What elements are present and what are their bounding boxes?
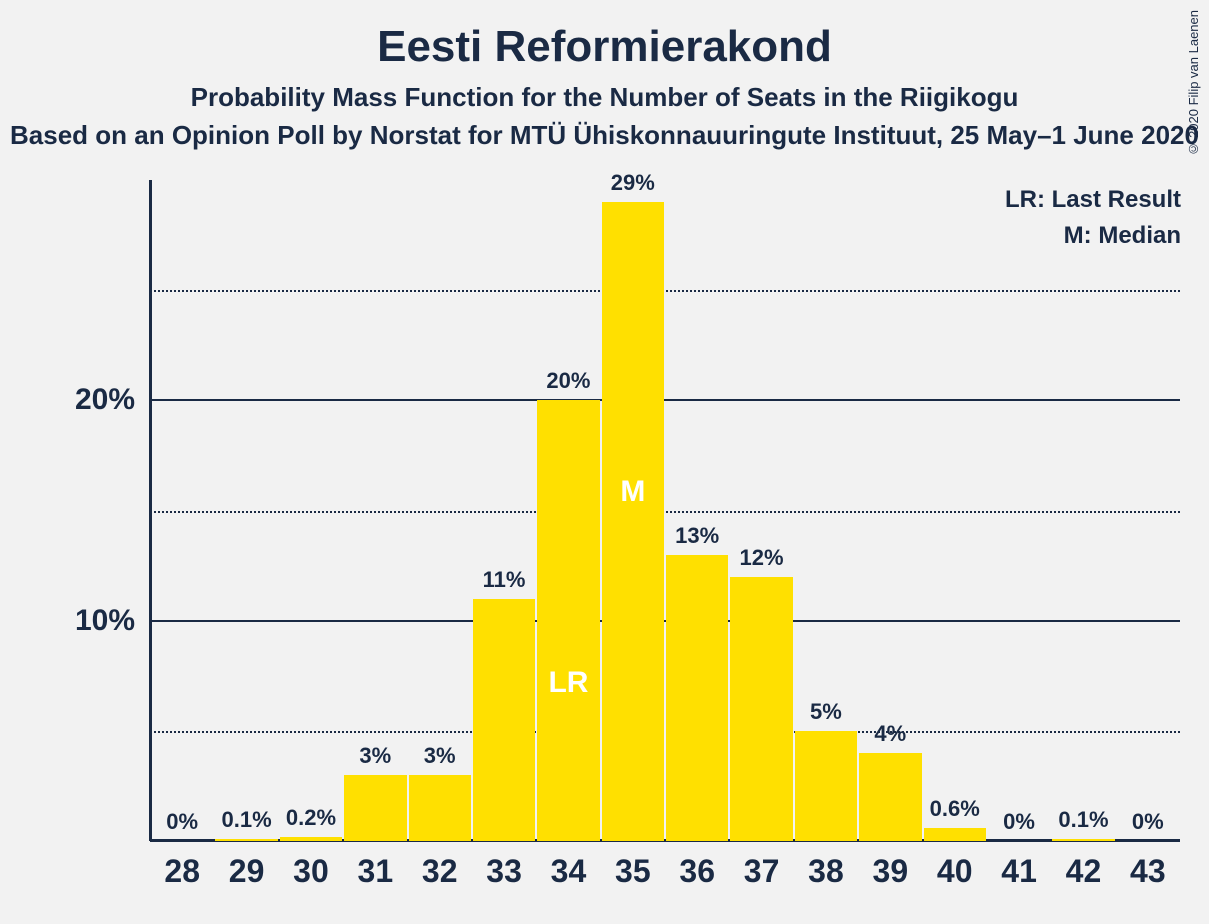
x-axis-tick-label: 30 bbox=[293, 853, 329, 890]
bar bbox=[924, 828, 986, 841]
bar-slot: 3%32 bbox=[408, 180, 472, 841]
bar bbox=[409, 775, 471, 841]
bar-value-label: 3% bbox=[424, 743, 456, 769]
chart-subtitle: Probability Mass Function for the Number… bbox=[0, 82, 1209, 113]
bar bbox=[537, 400, 599, 841]
bar-slot: 0.6%40 bbox=[923, 180, 987, 841]
bar-slot: 5%38 bbox=[794, 180, 858, 841]
x-axis-tick-label: 29 bbox=[229, 853, 265, 890]
bar-value-label: 0.6% bbox=[930, 796, 980, 822]
x-axis-tick-label: 34 bbox=[551, 853, 587, 890]
x-axis-tick-label: 36 bbox=[679, 853, 715, 890]
x-axis-tick-label: 31 bbox=[358, 853, 394, 890]
bar-slot: 4%39 bbox=[858, 180, 922, 841]
bar bbox=[795, 731, 857, 841]
bar-slot: 0%28 bbox=[150, 180, 214, 841]
x-axis-tick-label: 28 bbox=[164, 853, 200, 890]
bar bbox=[280, 837, 342, 841]
bar-value-label: 0% bbox=[1132, 809, 1164, 835]
x-axis-tick-label: 33 bbox=[486, 853, 522, 890]
y-axis-tick-label: 10% bbox=[75, 604, 135, 638]
bar-value-label: 13% bbox=[675, 523, 719, 549]
bar-slot: 0.1%29 bbox=[214, 180, 278, 841]
bar bbox=[344, 775, 406, 841]
bar-slot: 11%33 bbox=[472, 180, 536, 841]
x-axis-tick-label: 41 bbox=[1001, 853, 1037, 890]
x-axis-tick-label: 37 bbox=[744, 853, 780, 890]
bar-value-label: 0.2% bbox=[286, 805, 336, 831]
bar-slot: 29%M35 bbox=[601, 180, 665, 841]
bar-value-label: 3% bbox=[359, 743, 391, 769]
bar-value-label: 20% bbox=[546, 368, 590, 394]
x-axis-tick-label: 43 bbox=[1130, 853, 1166, 890]
bar bbox=[859, 753, 921, 841]
bar-value-label: 12% bbox=[740, 545, 784, 571]
bar-slot: 0%43 bbox=[1116, 180, 1180, 841]
bar-value-label: 0.1% bbox=[221, 807, 271, 833]
bar bbox=[215, 839, 277, 841]
bar-slot: 3%31 bbox=[343, 180, 407, 841]
bar-value-label: 11% bbox=[483, 567, 526, 593]
x-axis-tick-label: 38 bbox=[808, 853, 844, 890]
y-axis-tick-label: 20% bbox=[75, 383, 135, 417]
bar-slot: 20%LR34 bbox=[536, 180, 600, 841]
marker-last-result: LR bbox=[548, 666, 588, 700]
bar bbox=[730, 577, 792, 841]
bar-value-label: 0% bbox=[1003, 809, 1035, 835]
bar-value-label: 0% bbox=[166, 809, 198, 835]
bar-value-label: 0.1% bbox=[1058, 807, 1108, 833]
chart-source: Based on an Opinion Poll by Norstat for … bbox=[0, 120, 1209, 151]
bar-slot: 13%36 bbox=[665, 180, 729, 841]
bar bbox=[473, 599, 535, 841]
chart-title: Eesti Reformierakond bbox=[0, 22, 1209, 72]
bar-value-label: 29% bbox=[611, 170, 655, 196]
marker-median: M bbox=[620, 475, 645, 509]
bar-value-label: 4% bbox=[874, 721, 906, 747]
bar-slot: 0.2%30 bbox=[279, 180, 343, 841]
x-axis-tick-label: 32 bbox=[422, 853, 458, 890]
bar-value-label: 5% bbox=[810, 699, 842, 725]
bar bbox=[1052, 839, 1114, 841]
bar bbox=[666, 555, 728, 841]
x-axis-tick-label: 39 bbox=[873, 853, 909, 890]
bar-slot: 0%41 bbox=[987, 180, 1051, 841]
bars-container: 0%280.1%290.2%303%313%3211%3320%LR3429%M… bbox=[150, 180, 1180, 841]
x-axis-tick-label: 42 bbox=[1066, 853, 1102, 890]
bar-slot: 0.1%42 bbox=[1051, 180, 1115, 841]
bar-chart: 10%20%0%280.1%290.2%303%313%3211%3320%LR… bbox=[150, 180, 1180, 841]
bar-slot: 12%37 bbox=[729, 180, 793, 841]
x-axis-tick-label: 35 bbox=[615, 853, 651, 890]
bar bbox=[602, 202, 664, 841]
x-axis-tick-label: 40 bbox=[937, 853, 973, 890]
